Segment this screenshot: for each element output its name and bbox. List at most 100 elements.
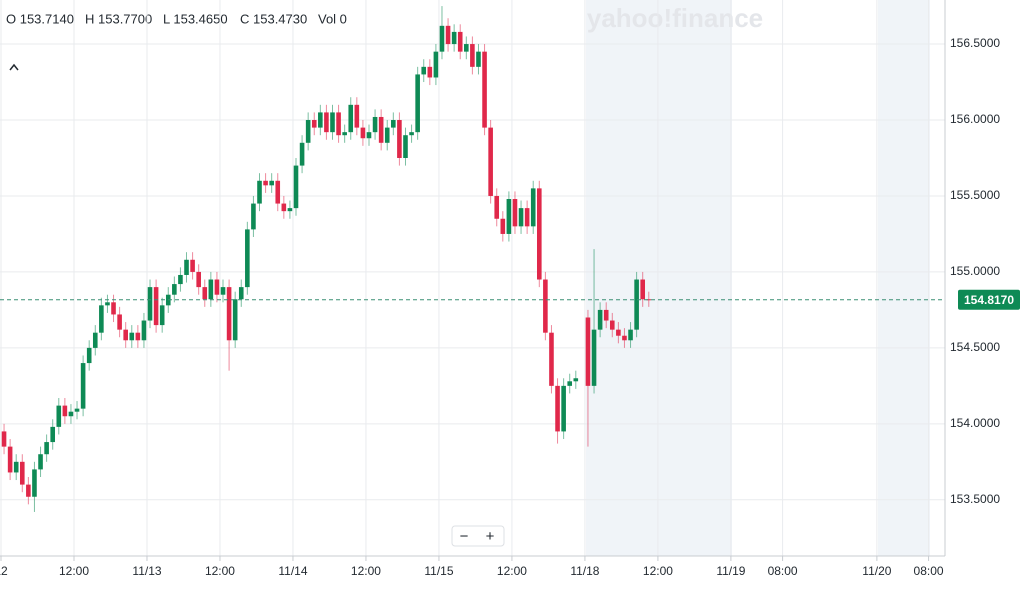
- candle-body: [159, 305, 165, 326]
- candle-body: [457, 31, 463, 52]
- candle-body: [208, 279, 214, 300]
- candle-body: [530, 188, 536, 227]
- candle-body: [275, 180, 281, 204]
- candle-body: [324, 112, 329, 133]
- x-tick-label: 12: [0, 564, 8, 578]
- ohlc-low: L 153.4650: [163, 11, 228, 26]
- candle-body: [543, 279, 548, 333]
- candle-body: [62, 405, 68, 417]
- x-tick-label: 11/20: [862, 564, 891, 578]
- last-price-label: 154.8170: [964, 293, 1014, 307]
- candle-body: [19, 461, 25, 485]
- shaded-session: [586, 0, 732, 556]
- ohlc-close: C 153.4730: [240, 11, 307, 26]
- candle-body: [281, 203, 287, 212]
- candle-body: [640, 279, 646, 300]
- last-price-box: [958, 289, 1020, 310]
- candle-body: [628, 329, 633, 341]
- candle-body: [245, 229, 250, 288]
- candle-body: [488, 127, 493, 196]
- candle-body: [214, 279, 220, 295]
- x-tick-label: 12:00: [643, 564, 673, 578]
- candle-body: [451, 31, 457, 45]
- candle-body: [348, 104, 354, 133]
- candle-body: [318, 112, 323, 128]
- candle-body: [287, 208, 293, 212]
- candle-body: [512, 199, 518, 227]
- candle-body: [50, 426, 56, 443]
- x-tick-label: 11/18: [570, 564, 599, 578]
- candle-body: [330, 112, 335, 133]
- candle-body: [609, 320, 615, 330]
- candle-body: [506, 199, 512, 234]
- candle-body: [293, 165, 299, 209]
- candle-body: [427, 66, 433, 78]
- y-tick-label: 156.0000: [950, 112, 1000, 126]
- candle-body: [372, 116, 378, 133]
- candle-body: [32, 469, 37, 497]
- candle-body: [646, 299, 652, 301]
- candle-body: [86, 347, 92, 364]
- candle-body: [445, 25, 451, 45]
- candle-body: [494, 195, 500, 219]
- candle-body: [403, 135, 408, 158]
- candle-body: [500, 218, 506, 234]
- candle-body: [549, 332, 554, 386]
- zoom-in[interactable]: +: [486, 528, 495, 545]
- candle-body: [342, 132, 347, 136]
- candle-body: [391, 120, 396, 128]
- y-tick-label: 154.5000: [950, 340, 1000, 354]
- zoom-out[interactable]: −: [460, 528, 469, 545]
- ohlc-volume: Vol 0: [318, 11, 347, 26]
- x-tick-label: 12:00: [59, 564, 89, 578]
- candle-body: [251, 203, 256, 230]
- candle-body: [263, 180, 268, 186]
- candle-body: [567, 381, 573, 386]
- candle-body: [336, 112, 341, 136]
- candle-body: [555, 385, 560, 432]
- candle-body: [117, 314, 122, 330]
- candle-body: [561, 385, 566, 432]
- candle-body: [311, 120, 317, 128]
- candle-body: [305, 120, 311, 143]
- candle-body: [573, 378, 579, 382]
- x-tick-label: 11/13: [132, 564, 161, 578]
- x-tick-label: 12:00: [205, 564, 235, 578]
- zoom-control: [451, 525, 505, 547]
- candle-body: [13, 461, 19, 473]
- x-tick-label: 11/19: [716, 564, 745, 578]
- candle-body: [74, 408, 80, 412]
- collapse-caret[interactable]: [9, 63, 19, 71]
- plot: [0, 0, 945, 556]
- candle-body: [482, 51, 487, 128]
- candle-body: [603, 309, 609, 321]
- candle-body: [433, 51, 439, 78]
- candle-body: [524, 208, 530, 227]
- candle-body: [421, 66, 427, 75]
- candle-body: [7, 446, 13, 473]
- candle-body: [56, 405, 62, 427]
- x-tick-label: 12:00: [351, 564, 381, 578]
- candle-body: [439, 25, 445, 52]
- candle-body: [92, 332, 98, 348]
- candle-body: [415, 74, 420, 133]
- x-tick-label: 12:00: [497, 564, 527, 578]
- x-tick-label: 08:00: [914, 564, 944, 578]
- candle-body: [44, 442, 49, 455]
- candle-body: [622, 335, 627, 341]
- candle-body: [226, 287, 232, 341]
- shaded-session: [878, 0, 930, 556]
- x-tick-label: 11/15: [424, 564, 453, 578]
- y-tick-label: 154.0000: [950, 416, 1000, 430]
- candle-body: [585, 317, 591, 386]
- candle-body: [360, 127, 366, 139]
- watermark: yahoo!finance: [587, 3, 763, 33]
- candle-body: [26, 484, 31, 497]
- candle-body: [220, 287, 226, 295]
- candle-body: [464, 44, 469, 52]
- x-tick-label: 08:00: [768, 564, 798, 578]
- candle-body: [99, 305, 104, 333]
- candle-body: [153, 287, 159, 326]
- candle-body: [536, 188, 542, 280]
